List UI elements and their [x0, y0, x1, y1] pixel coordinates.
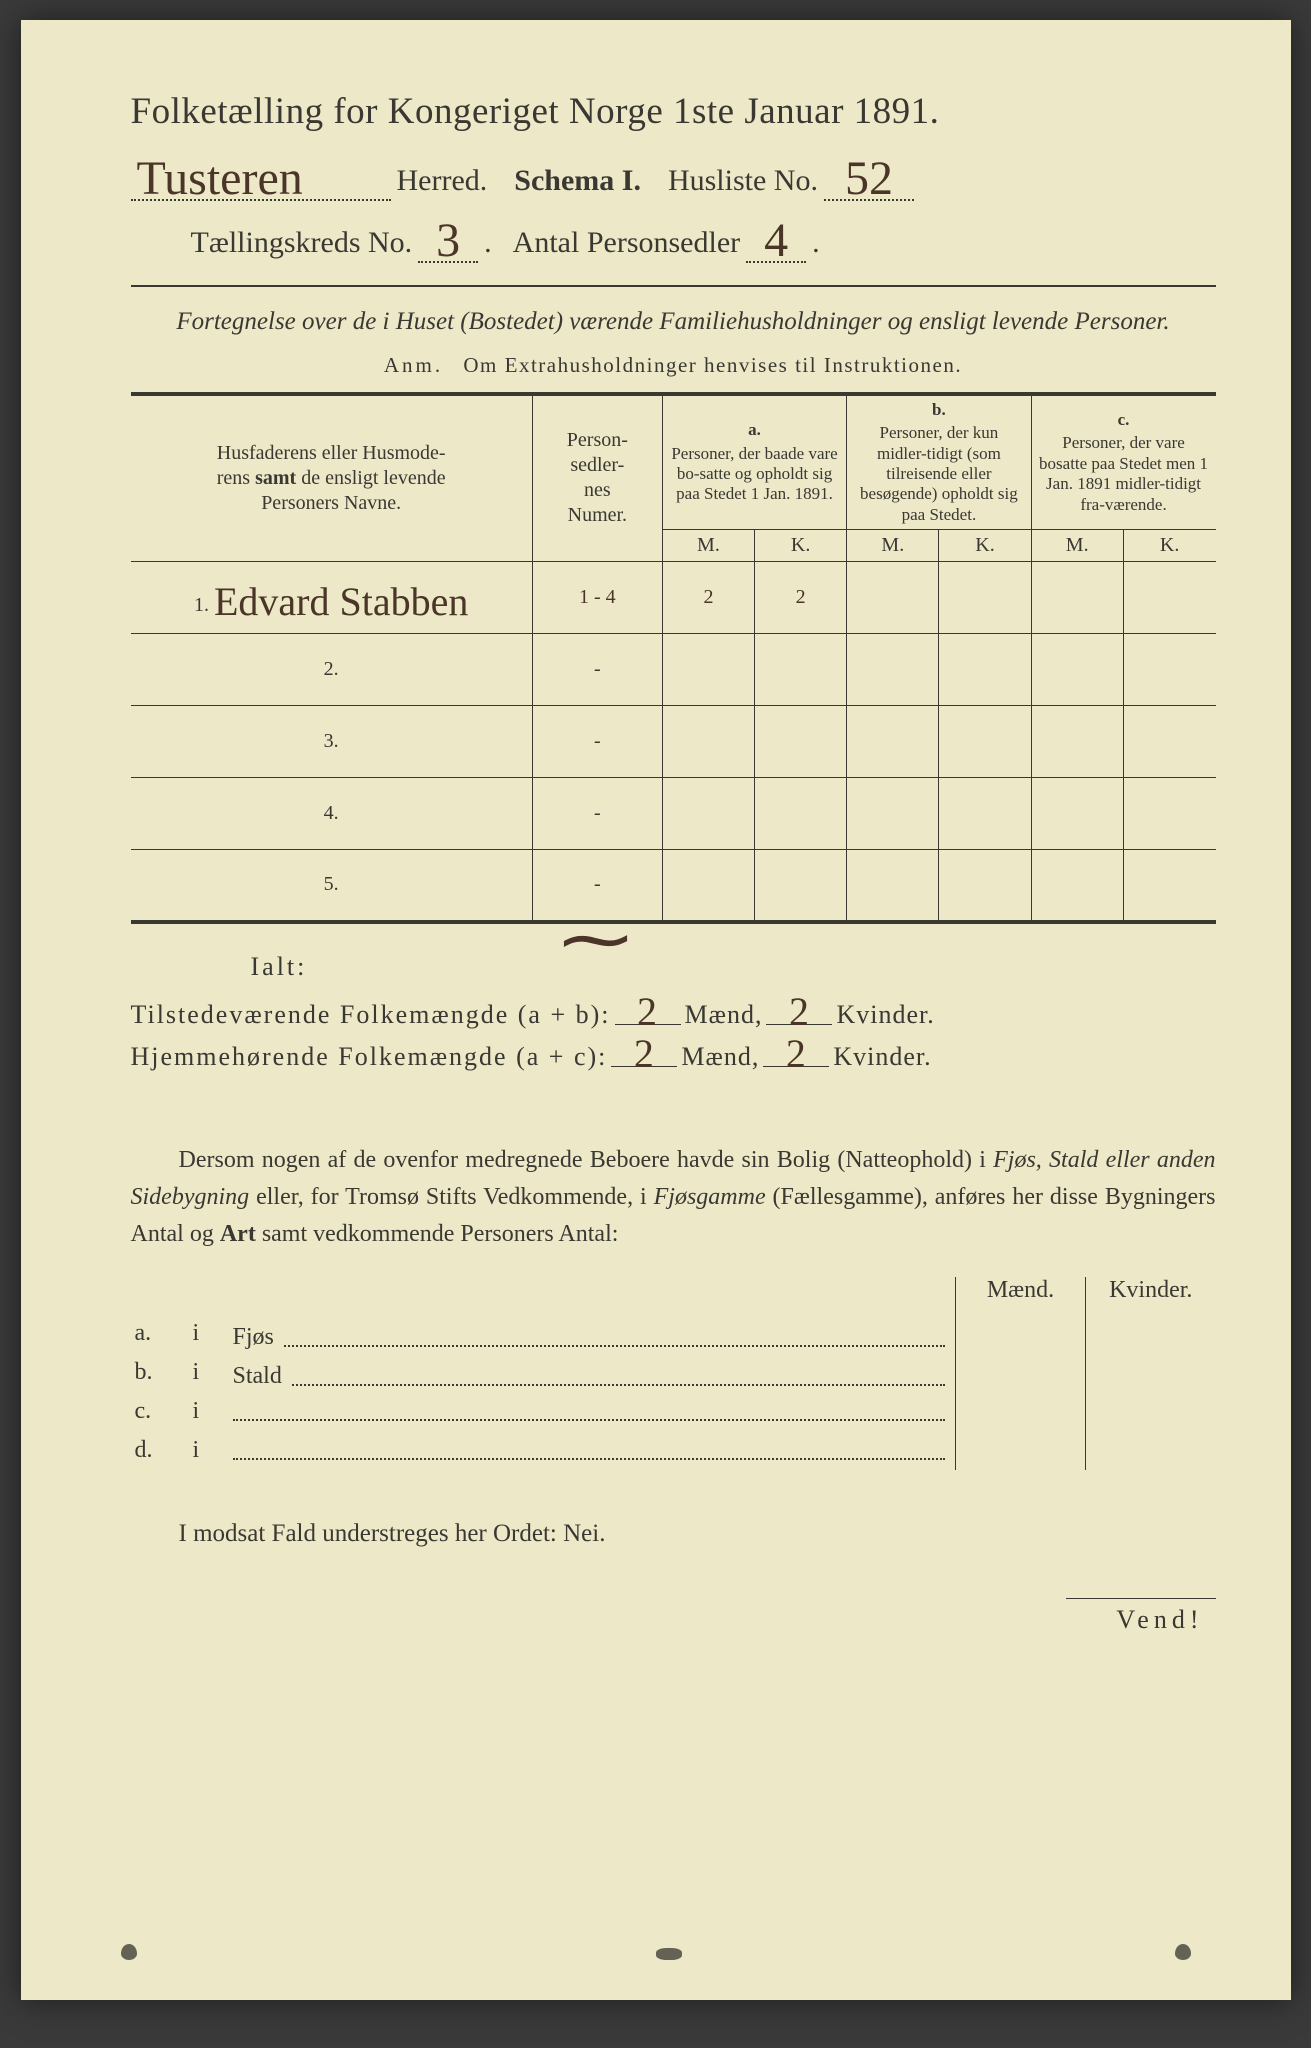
- antal-handwritten: 4: [756, 217, 796, 265]
- page-title: Folketælling for Kongeriget Norge 1ste J…: [131, 90, 1216, 133]
- header-line-1: Tusteren Herred. Schema I. Husliste No. …: [131, 151, 1216, 201]
- annotation-line: Anm. Om Extrahusholdninger henvises til …: [131, 353, 1216, 378]
- table-row: 1. Edvard Stabben 1 - 4 2 2: [131, 562, 1216, 634]
- side-row: c. i: [131, 1392, 1216, 1431]
- anm-text: Om Extrahusholdninger henvises til Instr…: [463, 353, 962, 377]
- th-a-m: M.: [662, 530, 754, 562]
- binding-hole-icon: [656, 1948, 682, 1960]
- household-table: Husfaderens eller Husmode-rens samt de e…: [131, 392, 1216, 924]
- form-subtitle: Fortegnelse over de i Huset (Bostedet) v…: [131, 305, 1216, 339]
- resident-k-hw: 2: [763, 1042, 829, 1067]
- th-b-m: M.: [847, 530, 939, 562]
- header-line-2: Tællingskreds No. 3. Antal Personsedler …: [131, 213, 1216, 263]
- row1-name-hw: Edvard Stabben: [214, 582, 468, 622]
- th-c-k: K.: [1123, 530, 1215, 562]
- totals-row-present: Tilstedeværende Folkemængde (a + b): 2 M…: [131, 998, 1216, 1030]
- resident-m-hw: 2: [611, 1042, 677, 1067]
- husliste-label: Husliste No.: [668, 164, 818, 198]
- row1-a-k: 2: [755, 562, 847, 634]
- husliste-handwritten: 52: [845, 155, 893, 203]
- side-building-paragraph: Dersom nogen af de ovenfor medregnede Be…: [131, 1142, 1216, 1254]
- herred-label: Herred.: [397, 164, 488, 198]
- side-row: d. i: [131, 1431, 1216, 1470]
- flourish-mark: ⁓: [561, 898, 631, 981]
- totals-row-resident: Hjemmehørende Folkemængde (a + c): 2 Mæn…: [131, 1040, 1216, 1072]
- ialt-label: Ialt:: [131, 952, 1216, 982]
- th-a-k: K.: [755, 530, 847, 562]
- side-th-m: Mænd.: [956, 1277, 1086, 1314]
- antal-label: Antal Personsedler: [513, 226, 740, 260]
- present-k-hw: 2: [766, 1000, 832, 1025]
- th-name: Husfaderens eller Husmode-rens samt de e…: [131, 394, 533, 562]
- th-col-a: a. Personer, der baade vare bo-satte og …: [662, 394, 846, 530]
- side-row: b. i Stald: [131, 1353, 1216, 1392]
- row1-a-m: 2: [662, 562, 754, 634]
- present-m-hw: 2: [615, 1000, 681, 1025]
- totals-block: Ialt: Tilstedeværende Folkemængde (a + b…: [131, 952, 1216, 1072]
- th-num: Person-sedler-nesNumer.: [532, 394, 662, 562]
- th-col-c: c. Personer, der vare bosatte paa Stedet…: [1031, 394, 1215, 530]
- kreds-handwritten: 3: [428, 217, 468, 265]
- census-form-page: Folketælling for Kongeriget Norge 1ste J…: [21, 20, 1291, 2000]
- vend-label: Vend!: [1066, 1598, 1215, 1635]
- row1-num-hw: 1 - 4: [532, 562, 662, 634]
- side-row: a. i Fjøs: [131, 1314, 1216, 1353]
- binding-hole-icon: [1175, 1944, 1191, 1960]
- herred-handwritten: Tusteren: [137, 155, 303, 203]
- table-row: 5. -: [131, 850, 1216, 922]
- th-c-m: M.: [1031, 530, 1123, 562]
- table-row: 2. -: [131, 634, 1216, 706]
- th-col-b: b. Personer, der kun midler-tidigt (som …: [847, 394, 1031, 530]
- table-row: 4. -: [131, 778, 1216, 850]
- divider: [131, 285, 1216, 287]
- anm-label: Anm.: [384, 353, 443, 377]
- th-b-k: K.: [939, 530, 1031, 562]
- binding-hole-icon: [121, 1944, 137, 1960]
- nei-line: I modsat Fald understreges her Ordet: Ne…: [131, 1520, 1216, 1548]
- table-row: 3. -: [131, 706, 1216, 778]
- schema-label: Schema I.: [514, 164, 641, 198]
- kreds-label: Tællingskreds No.: [191, 226, 413, 260]
- side-building-table: Mænd. Kvinder. a. i Fjøs b. i Stald c. i…: [131, 1277, 1216, 1470]
- side-th-k: Kvinder.: [1086, 1277, 1216, 1314]
